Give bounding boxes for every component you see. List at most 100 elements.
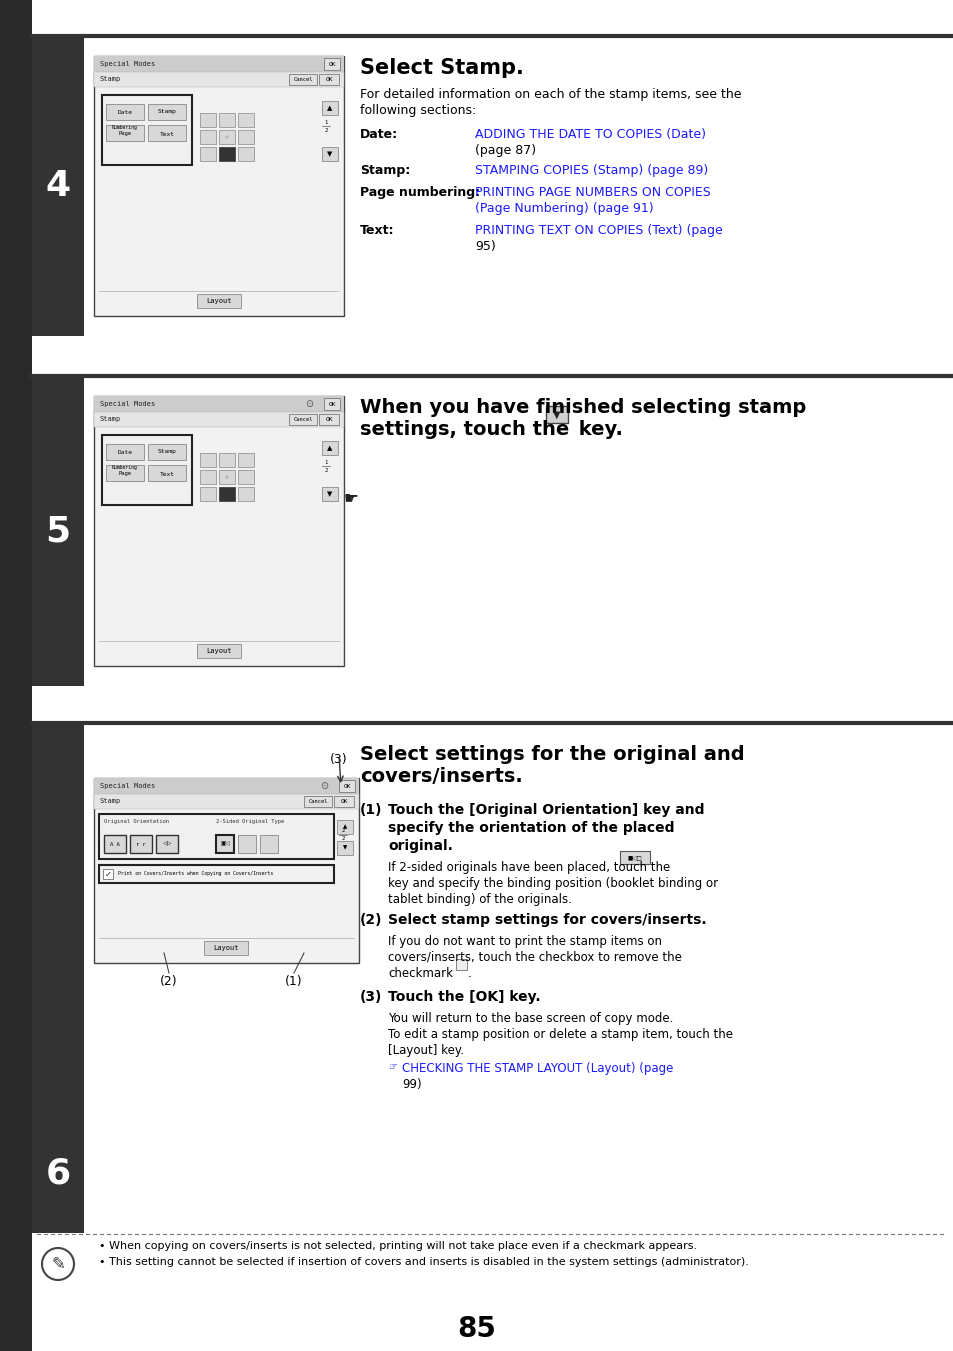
Bar <box>322 486 337 501</box>
Bar <box>102 435 192 505</box>
Text: ☞: ☞ <box>388 1062 396 1071</box>
Bar <box>237 130 253 145</box>
Text: 2: 2 <box>341 836 344 842</box>
Bar <box>219 130 234 145</box>
Text: checkmark: checkmark <box>388 967 453 979</box>
Bar <box>94 412 344 427</box>
Bar <box>237 470 253 484</box>
Bar <box>94 55 344 316</box>
Bar <box>318 413 338 426</box>
Text: 95): 95) <box>475 240 496 253</box>
Text: Date: Date <box>117 109 132 115</box>
Text: ▼: ▼ <box>342 846 347 851</box>
Text: Numbering: Numbering <box>112 126 138 131</box>
Text: ▲: ▲ <box>327 444 333 451</box>
Bar <box>106 444 144 459</box>
Text: Select settings for the original and: Select settings for the original and <box>359 744 744 765</box>
Bar <box>106 104 144 120</box>
Text: ■◁□: ■◁□ <box>627 855 641 861</box>
Text: For detailed information on each of the stamp items, see the: For detailed information on each of the … <box>359 88 740 101</box>
Text: Original Orientation: Original Orientation <box>104 820 169 824</box>
Bar <box>200 113 215 127</box>
Bar <box>324 58 339 70</box>
Text: (page 87): (page 87) <box>475 145 536 157</box>
Text: OK: OK <box>328 401 335 407</box>
Text: key.: key. <box>572 420 622 439</box>
Text: following sections:: following sections: <box>359 104 476 118</box>
Bar <box>215 835 233 852</box>
Bar <box>196 644 241 658</box>
Text: OK: OK <box>325 77 333 82</box>
Text: 1: 1 <box>324 459 327 465</box>
Text: Touch the [Original Orientation] key and: Touch the [Original Orientation] key and <box>388 802 703 817</box>
Bar <box>545 407 567 423</box>
Text: Print on Covers/Inserts when Copying on Covers/Inserts: Print on Covers/Inserts when Copying on … <box>118 871 273 877</box>
Text: PRINTING TEXT ON COPIES (Text) (page: PRINTING TEXT ON COPIES (Text) (page <box>475 224 722 236</box>
Bar <box>156 835 178 852</box>
Bar <box>338 780 355 792</box>
Bar <box>148 126 186 141</box>
Bar <box>0 0 32 1351</box>
Text: key and specify the binding position (booklet binding or: key and specify the binding position (bo… <box>388 877 718 890</box>
Bar <box>219 147 234 161</box>
Bar <box>99 815 334 859</box>
Text: ADDING THE DATE TO COPIES (Date): ADDING THE DATE TO COPIES (Date) <box>475 128 705 141</box>
Bar <box>32 723 84 1233</box>
Text: If you do not want to print the stamp items on: If you do not want to print the stamp it… <box>388 935 661 948</box>
Bar <box>237 113 253 127</box>
Text: Text:: Text: <box>359 224 395 236</box>
Bar <box>200 486 215 501</box>
Text: Page: Page <box>118 471 132 477</box>
Text: covers/inserts, touch the checkbox to remove the: covers/inserts, touch the checkbox to re… <box>388 951 681 965</box>
Bar <box>336 842 353 855</box>
Text: 99): 99) <box>401 1078 421 1092</box>
Text: settings, touch the: settings, touch the <box>359 420 576 439</box>
Text: Special Modes: Special Modes <box>100 401 155 407</box>
Text: 1: 1 <box>324 119 327 124</box>
Text: covers/inserts.: covers/inserts. <box>359 767 522 786</box>
Bar <box>94 55 344 72</box>
Text: ✎: ✎ <box>51 1255 65 1273</box>
Text: ▲: ▲ <box>342 824 347 830</box>
Text: Page: Page <box>118 131 132 136</box>
Circle shape <box>42 1248 74 1279</box>
Text: Stamp:: Stamp: <box>359 163 410 177</box>
Text: Layout: Layout <box>206 299 232 304</box>
Text: CHECKING THE STAMP LAYOUT (Layout) (page: CHECKING THE STAMP LAYOUT (Layout) (page <box>401 1062 673 1075</box>
Bar <box>204 942 248 955</box>
Text: • This setting cannot be selected if insertion of covers and inserts is disabled: • This setting cannot be selected if ins… <box>99 1256 748 1267</box>
Text: Stamp: Stamp <box>100 77 121 82</box>
Bar <box>200 130 215 145</box>
Text: OK: OK <box>328 62 335 66</box>
Text: Select stamp settings for covers/inserts.: Select stamp settings for covers/inserts… <box>388 913 706 927</box>
Bar <box>94 778 358 794</box>
Bar <box>336 820 353 834</box>
Text: ☛: ☛ <box>344 489 358 507</box>
Text: OK: OK <box>343 784 351 789</box>
Text: ▼: ▼ <box>327 490 333 497</box>
Bar <box>200 147 215 161</box>
Text: Special Modes: Special Modes <box>100 61 155 68</box>
Text: 2-Sided Original Type: 2-Sided Original Type <box>215 820 284 824</box>
Bar <box>322 147 337 161</box>
Bar <box>237 147 253 161</box>
Bar <box>104 835 126 852</box>
Text: (3): (3) <box>330 753 348 766</box>
Bar <box>94 396 344 666</box>
Text: ⊙: ⊙ <box>319 781 328 790</box>
Bar <box>334 796 354 807</box>
Bar <box>219 453 234 467</box>
Text: Touch the [OK] key.: Touch the [OK] key. <box>388 990 540 1004</box>
Bar <box>94 778 358 963</box>
Text: r r: r r <box>136 842 146 847</box>
Text: Cancel: Cancel <box>293 417 313 422</box>
Text: OK: OK <box>340 798 348 804</box>
Bar <box>32 376 84 686</box>
Text: specify the orientation of the placed: specify the orientation of the placed <box>388 821 674 835</box>
Bar <box>148 465 186 481</box>
Bar <box>130 835 152 852</box>
Text: When you have finished selecting stamp: When you have finished selecting stamp <box>359 399 805 417</box>
Bar <box>106 465 144 481</box>
Text: Stamp: Stamp <box>100 798 121 804</box>
Text: 2: 2 <box>324 467 327 473</box>
